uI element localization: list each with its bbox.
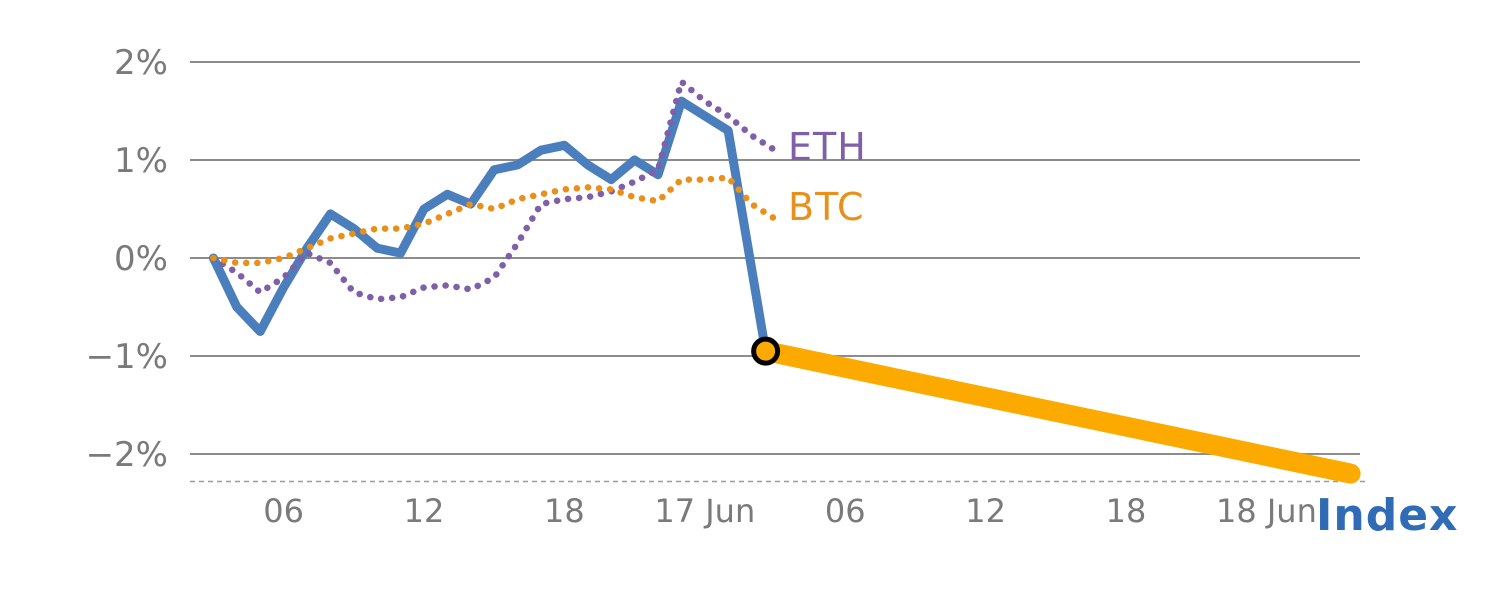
series-lines-group: [208, 78, 1361, 484]
junction-marker: [751, 336, 781, 366]
y-axis-tick-label: −1%: [86, 337, 168, 377]
series-line-eth: [210, 78, 779, 303]
y-axis-tick-label: 1%: [114, 141, 168, 181]
series-line-btc: [210, 174, 779, 267]
x-axis-tick-label: 12: [965, 492, 1006, 530]
marker-group: [751, 336, 781, 366]
x-axis-tick-label: 17 Jun: [654, 492, 755, 530]
y-axis-tick-label: 2%: [114, 43, 168, 83]
x-axis-tick-label: 18 Jun: [1216, 492, 1317, 530]
series-line-index-projection: [755, 341, 1361, 484]
y-axis-tick-label: −2%: [86, 435, 168, 475]
gridlines-group: [190, 61, 1368, 483]
series-line-index: [208, 96, 771, 356]
series-label-eth: ETH: [788, 125, 867, 169]
x-axis-tick-label: 18: [1106, 492, 1147, 530]
axis-labels-group: 2% 1% 0% −1% −2% 06 12 18 17 Jun 06 12 18 18 Jun: [86, 43, 1317, 530]
x-axis-tick-label: 06: [825, 492, 866, 530]
x-axis-tick-label: 12: [404, 492, 445, 530]
series-label-btc: BTC: [788, 185, 865, 229]
y-axis-tick-label: 0%: [114, 239, 168, 279]
series-label-index: Index: [1316, 490, 1459, 541]
x-axis-tick-label: 06: [263, 492, 304, 530]
x-axis-tick-label: 18: [544, 492, 585, 530]
